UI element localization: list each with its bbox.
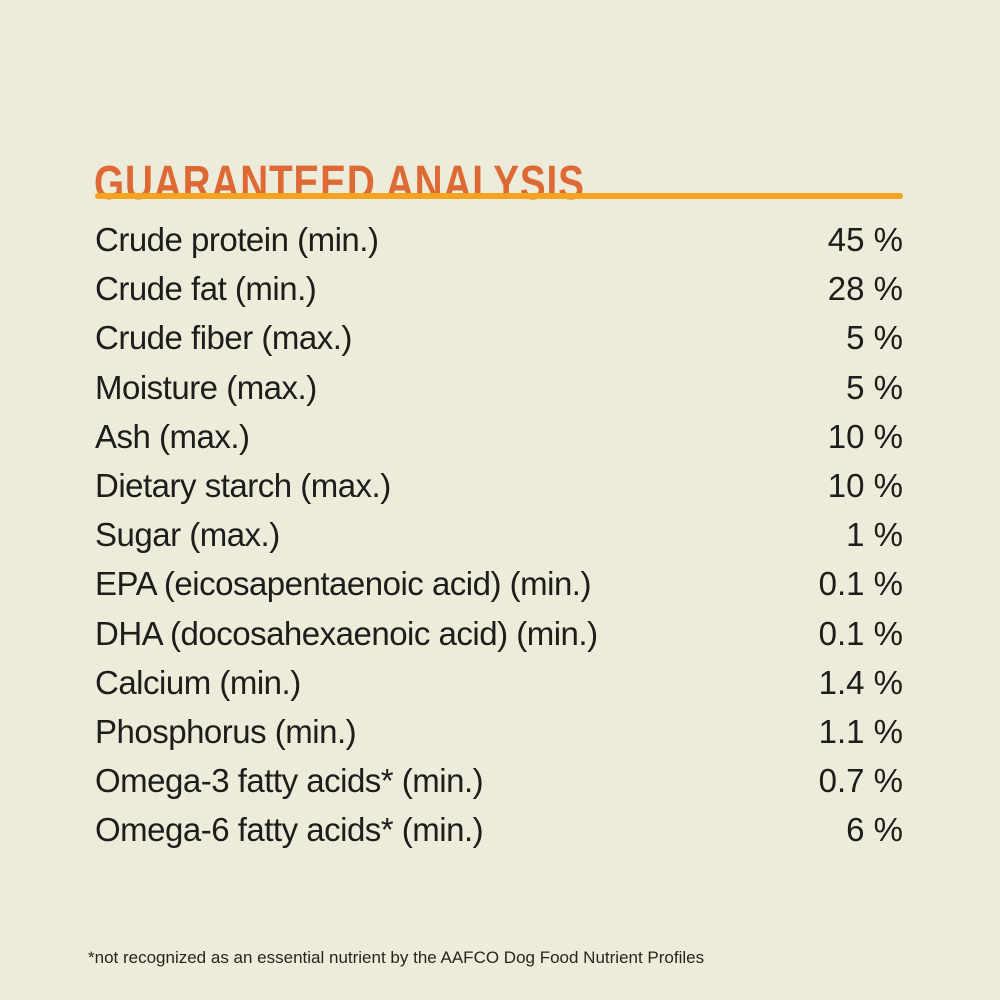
- nutrient-label: Crude protein (min.): [95, 221, 379, 258]
- table-row: Crude fiber (max.) 5 %: [95, 313, 903, 362]
- nutrient-label: EPA (eicosapentaenoic acid) (min.): [95, 565, 591, 603]
- nutrient-label: DHA (docosahexaenoic acid) (min.): [95, 614, 598, 652]
- nutrient-value: 1.1 %: [818, 712, 903, 750]
- nutrient-value: 1.4 %: [818, 663, 903, 701]
- nutrient-value: 0.1 %: [818, 565, 903, 603]
- table-row: DHA (docosahexaenoic acid) (min.) 0.1 %: [95, 609, 903, 658]
- nutrient-value: 45 %: [827, 221, 903, 258]
- aafco-footnote: *not recognized as an essential nutrient…: [88, 948, 705, 967]
- nutrient-label: Ash (max.): [95, 417, 250, 455]
- nutrient-label: Phosphorus (min.): [95, 712, 357, 750]
- table-row: Crude protein (min.) 45 %: [95, 215, 903, 264]
- nutrient-label: Crude fiber (max.): [95, 319, 352, 357]
- table-row: Crude fat (min.) 28 %: [95, 264, 903, 313]
- analysis-table: Crude protein (min.) 45 % Crude fat (min…: [95, 215, 903, 854]
- nutrient-value: 10 %: [827, 417, 903, 455]
- nutrient-value: 5 %: [846, 368, 903, 406]
- table-row: Dietary starch (max.) 10 %: [95, 461, 903, 510]
- nutrient-label: Omega-6 fatty acids* (min.): [95, 811, 484, 849]
- nutrient-label: Dietary starch (max.): [95, 466, 391, 504]
- nutrient-value: 10 %: [827, 466, 903, 504]
- nutrient-value: 0.1 %: [818, 614, 903, 652]
- table-row: EPA (eicosapentaenoic acid) (min.) 0.1 %: [95, 559, 903, 608]
- table-row: Ash (max.) 10 %: [95, 412, 903, 461]
- page-title: GUARANTEED ANALYSIS: [94, 154, 585, 210]
- nutrient-value: 28 %: [827, 270, 903, 308]
- table-row: Calcium (min.) 1.4 %: [95, 658, 903, 707]
- title-divider-rule: [95, 193, 903, 199]
- table-row: Sugar (max.) 1 %: [95, 510, 903, 559]
- nutrient-label: Calcium (min.): [95, 663, 301, 701]
- nutrient-value: 5 %: [846, 319, 903, 357]
- nutrient-label: Sugar (max.): [95, 516, 280, 554]
- nutrient-label: Crude fat (min.): [95, 270, 317, 308]
- table-row: Phosphorus (min.) 1.1 %: [95, 707, 903, 756]
- nutrient-value: 6 %: [846, 811, 903, 849]
- nutrient-label: Moisture (max.): [95, 368, 317, 406]
- table-row: Omega-3 fatty acids* (min.) 0.7 %: [95, 756, 903, 805]
- nutrient-label: Omega-3 fatty acids* (min.): [95, 762, 484, 800]
- table-row: Omega-6 fatty acids* (min.) 6 %: [95, 805, 903, 854]
- table-row: Moisture (max.) 5 %: [95, 363, 903, 412]
- nutrient-value: 0.7 %: [818, 762, 903, 800]
- nutrient-value: 1 %: [846, 516, 903, 554]
